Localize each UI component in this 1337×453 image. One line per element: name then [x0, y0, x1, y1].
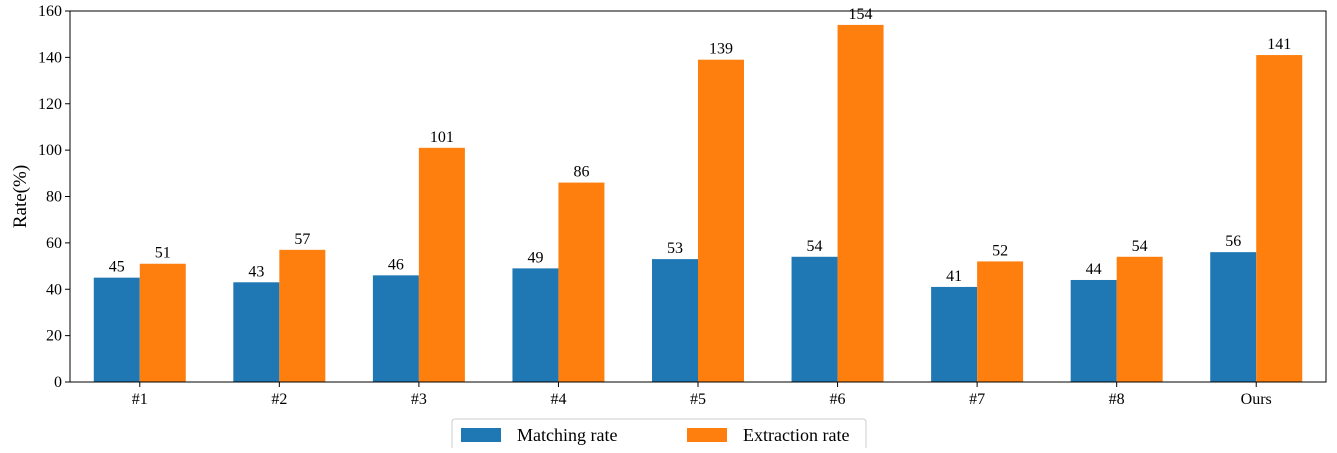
legend: Matching rate Extraction rate — [451, 418, 867, 453]
x-tick-label: Ours — [1241, 391, 1272, 408]
legend-label: Matching rate — [517, 425, 617, 445]
bar-extraction — [139, 263, 186, 382]
bar-matching — [372, 275, 419, 382]
x-tick-label: #8 — [1109, 391, 1125, 408]
legend-label: Extraction rate — [743, 425, 849, 445]
x-tick-label: #6 — [830, 391, 846, 408]
data-label: 139 — [709, 41, 733, 58]
data-label: 54 — [807, 238, 823, 255]
y-tick-label: 20 — [46, 328, 62, 345]
bar-matching — [233, 282, 280, 382]
data-label: 141 — [1267, 36, 1291, 53]
bar-extraction — [1256, 55, 1303, 383]
data-label: 57 — [294, 231, 310, 248]
bar-matching — [1210, 252, 1257, 382]
x-tick-label: #3 — [411, 391, 427, 408]
y-tick-label: 140 — [38, 49, 62, 66]
data-label: 56 — [1225, 233, 1241, 250]
y-tick-label: 60 — [46, 235, 62, 252]
y-axis-label: Rate(%) — [10, 165, 31, 228]
data-label: 54 — [1132, 238, 1148, 255]
bar-matching — [512, 268, 559, 382]
y-tick-label: 100 — [38, 142, 62, 159]
y-tick-label: 80 — [46, 189, 62, 206]
bar-extraction — [1116, 256, 1163, 382]
x-tick-label: #5 — [690, 391, 706, 408]
y-tick-label: 120 — [38, 96, 62, 113]
data-label: 43 — [248, 263, 264, 280]
y-tick-label: 40 — [46, 281, 62, 298]
bar-extraction — [418, 147, 465, 382]
legend-swatch — [461, 428, 501, 442]
data-label: 49 — [527, 249, 543, 266]
y-tick-label: 160 — [38, 3, 62, 20]
bar-extraction — [837, 24, 884, 382]
bar-matching — [1070, 279, 1117, 382]
legend-box — [451, 418, 867, 453]
bar-extraction — [558, 182, 605, 382]
bar-extraction — [977, 261, 1024, 382]
data-label: 41 — [946, 268, 962, 285]
bar-matching — [652, 259, 698, 382]
data-label: 46 — [388, 256, 404, 273]
data-label: 53 — [667, 240, 683, 257]
bar-matching — [93, 277, 140, 382]
data-label: 44 — [1086, 261, 1102, 278]
x-tick-label: #2 — [271, 391, 287, 408]
data-label: 51 — [155, 245, 171, 262]
x-tick-label: #1 — [132, 391, 148, 408]
bar-matching — [791, 256, 838, 382]
bar-extraction — [279, 249, 326, 382]
data-label: 52 — [992, 242, 1008, 259]
bars-layer — [93, 24, 1303, 383]
data-labels-layer: 45 51 43 57 46 101 49 86 53 139 54 154 41 52 44 54 56 141 — [109, 6, 1291, 285]
data-label: 101 — [430, 129, 454, 146]
bar-matching — [931, 286, 978, 382]
axes-layer: 0 20 40 60 80 100 120 140 160 #1 #2 #3 #4 #5 #6 #7 #8 Our… — [10, 3, 1327, 408]
data-label: 86 — [573, 164, 589, 181]
data-label: 45 — [109, 259, 125, 276]
data-label: 154 — [849, 6, 873, 23]
x-tick-label: #4 — [550, 391, 566, 408]
bar-extraction — [698, 59, 744, 382]
x-tick-label: #7 — [969, 391, 985, 408]
legend-swatch — [687, 428, 727, 442]
y-tick-label: 0 — [54, 374, 62, 391]
